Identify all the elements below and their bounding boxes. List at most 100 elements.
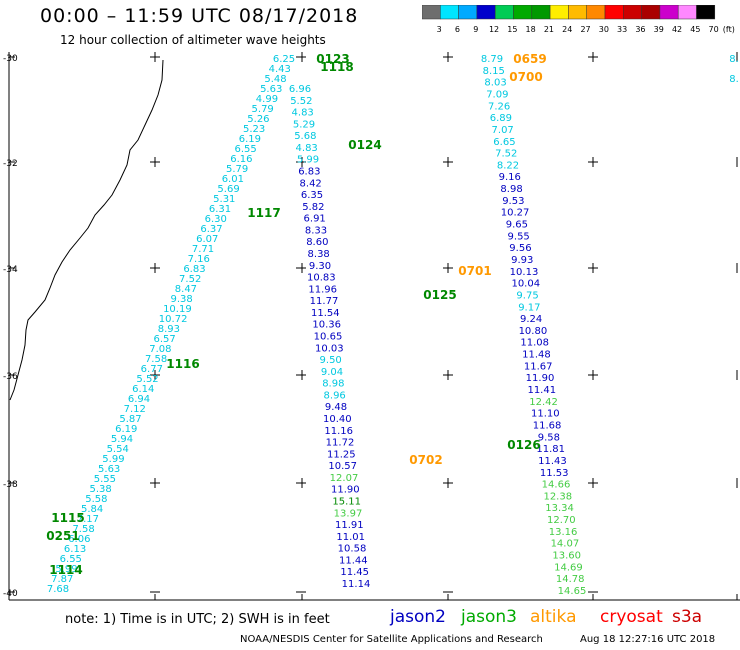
wave-height-label: 6.91: [304, 214, 326, 225]
colorbar-unit: (ft): [723, 25, 735, 34]
legend-jason3: jason3: [461, 607, 517, 627]
lat-label: -36: [3, 372, 18, 382]
colorbar-tick: 36: [635, 25, 645, 34]
wave-height-label: 5.79: [252, 104, 274, 115]
coastline: [9, 59, 164, 401]
wave-height-label: 6.83: [298, 167, 320, 178]
wave-height-label: 5.31: [213, 194, 235, 205]
wave-height-label: 12.70: [547, 515, 576, 526]
wave-height-label: 5.38: [90, 484, 112, 495]
wave-height-label: 6.01: [222, 174, 244, 185]
wave-height-label: 6.16: [230, 154, 252, 165]
wave-height-label: 5.79: [226, 164, 248, 175]
wave-height-label: 8.96: [324, 390, 346, 401]
wave-height-label: 11.90: [331, 485, 360, 496]
lat-label: -38: [3, 480, 18, 490]
colorbar-tick: 39: [654, 25, 664, 34]
wave-height-label: 8.: [729, 54, 739, 65]
wave-height-label: 8.79: [481, 54, 503, 65]
wave-height-label: 11.96: [308, 284, 337, 295]
wave-height-label: 10.57: [328, 461, 357, 472]
wave-height-label: 14.66: [542, 480, 571, 491]
wave-height-label: 5.87: [119, 414, 141, 425]
wave-height-label: 9.16: [499, 172, 521, 183]
wave-height-label: 11.16: [324, 426, 353, 437]
colorbar-tick: 70: [709, 25, 719, 34]
wave-height-label: 6.06: [68, 534, 90, 545]
wave-height-label: 7.16: [188, 254, 210, 265]
wave-height-label: 9.55: [508, 231, 530, 242]
wave-height-label: 11.72: [326, 438, 355, 449]
wave-height-label: 4.83: [296, 143, 318, 154]
wave-height-label: 9.65: [506, 220, 528, 231]
wave-height-label: 10.13: [510, 267, 539, 278]
wave-height-label: 11.54: [311, 308, 340, 319]
colorbar-tick: 9: [473, 25, 478, 34]
wave-height-label: 11.43: [538, 456, 567, 467]
time-marker: 0701: [458, 264, 491, 278]
wave-height-label: 7.12: [124, 404, 146, 415]
colorbar-tick: 42: [672, 25, 682, 34]
wave-height-map: -30-32-34-36-38-401501531561591621656.25…: [3, 52, 740, 601]
wave-height-label: 7.09: [486, 89, 508, 100]
wave-height-label: 13.97: [334, 508, 363, 519]
wave-height-label: 5.99: [297, 155, 319, 166]
wave-height-label: 8.47: [175, 284, 197, 295]
wave-height-label: 7.71: [192, 244, 214, 255]
wave-height-label: 11.10: [531, 409, 560, 420]
wave-height-label: 13.16: [549, 527, 578, 538]
wave-height-label: 5.54: [107, 444, 129, 455]
wave-height-label: 7.52: [495, 149, 517, 160]
wave-height-label: 7.08: [149, 344, 171, 355]
colorbar-tick: 12: [489, 25, 499, 34]
page-title: 00:00 – 11:59 UTC 08/17/2018: [40, 5, 359, 27]
time-marker: 1118: [320, 60, 353, 74]
wave-height-label: 8.93: [158, 324, 180, 335]
wave-height-label: 11.91: [335, 520, 364, 531]
wave-height-label: 12.42: [529, 397, 558, 408]
wave-height-label: 8.42: [300, 178, 322, 189]
time-marker: 0700: [509, 70, 542, 84]
wave-height-label: 6.25: [273, 54, 295, 65]
wave-height-label: 10.27: [501, 208, 530, 219]
wave-height-label: 5.58: [85, 494, 107, 505]
wave-height-label: 10.04: [511, 279, 540, 290]
wave-height-label: 12.07: [330, 473, 359, 484]
wave-height-label: 9.38: [171, 294, 193, 305]
wave-height-label: 11.48: [522, 350, 551, 361]
colorbar-tick: 18: [526, 25, 536, 34]
wave-height-label: 11.45: [340, 567, 369, 578]
wave-height-label: 9.48: [325, 402, 347, 413]
wave-height-label: 6.31: [209, 204, 231, 215]
legend-s3a: s3a: [672, 607, 703, 627]
wave-height-label: 11.08: [520, 338, 549, 349]
time-marker: 0126: [507, 438, 540, 452]
wave-height-label: 11.14: [342, 579, 371, 590]
wave-height-label: 7.17: [77, 514, 99, 525]
wave-height-label: 8.60: [306, 237, 328, 248]
page-subtitle: 12 hour collection of altimeter wave hei…: [60, 33, 326, 47]
wave-height-label: 8.38: [308, 249, 330, 260]
wave-height-label: 13.60: [552, 551, 581, 562]
wave-height-label: 8.98: [500, 184, 522, 195]
wave-height-label: 8.03: [484, 78, 506, 89]
wave-height-label: 7.58: [145, 354, 167, 365]
wave-height-label: 11.81: [536, 444, 565, 455]
wave-height-label: 6.30: [205, 214, 227, 225]
wave-height-label: 7.52: [179, 274, 201, 285]
wave-height-label: 5.82: [302, 202, 324, 213]
wave-height-label: 11.77: [310, 296, 339, 307]
wave-height-label: 5.94: [111, 434, 133, 445]
wave-height-label: 9.56: [509, 243, 531, 254]
wave-height-label: 13.34: [545, 503, 574, 514]
wave-height-label: 9.04: [321, 367, 343, 378]
wave-height-label: 10.36: [312, 320, 341, 331]
colorbar-tick: 33: [617, 25, 627, 34]
wave-height-label: 8.15: [483, 66, 505, 77]
wave-height-label: 5.48: [264, 74, 286, 85]
wave-height-label: 10.72: [159, 314, 188, 325]
wave-height-label: 11.90: [526, 373, 555, 384]
wave-height-label: 7.87: [51, 574, 73, 585]
wave-height-label: 6.55: [234, 144, 256, 155]
wave-height-label: 14.65: [558, 586, 587, 597]
